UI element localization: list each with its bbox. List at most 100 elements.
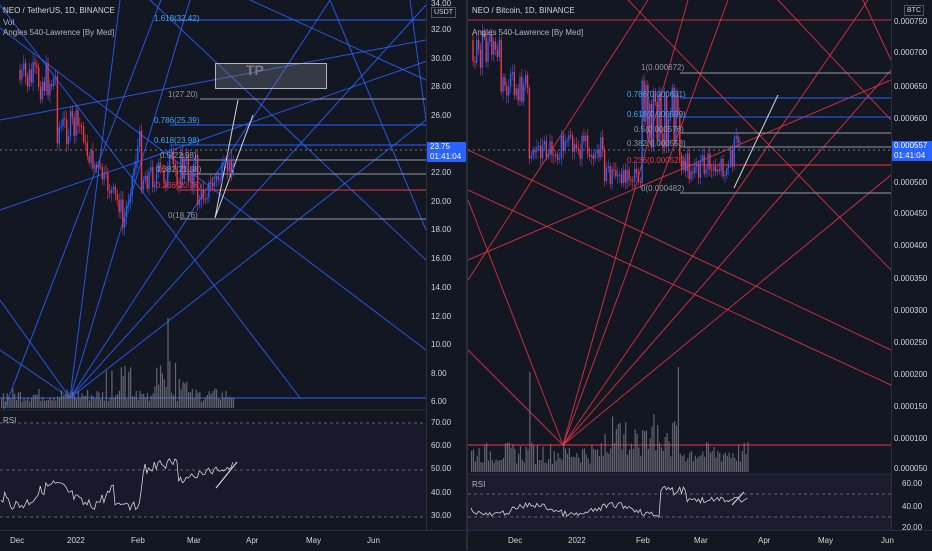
volume-bar xyxy=(555,460,557,472)
volume-bar xyxy=(206,394,208,408)
candle-body xyxy=(45,63,47,91)
volume-bar xyxy=(77,391,79,408)
candle-body xyxy=(714,166,717,173)
volume-bar xyxy=(96,391,98,408)
candle-body xyxy=(86,143,89,157)
right-candles xyxy=(472,24,741,191)
candle-body xyxy=(506,85,508,96)
candle-body xyxy=(590,155,593,158)
right-indicator-label[interactable]: Angles 540-Lawrence [By Med] xyxy=(472,28,584,37)
candle-body xyxy=(221,164,223,180)
left-vol-label[interactable]: Vol xyxy=(3,18,15,27)
volume-bar xyxy=(613,443,616,472)
volume-bar xyxy=(57,396,59,408)
volume-bar xyxy=(700,455,702,472)
volume-bar xyxy=(574,457,576,472)
candle-body xyxy=(592,155,595,159)
right-price-axis[interactable]: BTC 0.000750 0.000700 0.000650 0.000600 … xyxy=(891,0,932,532)
volume-bar xyxy=(604,433,606,472)
volume-bar xyxy=(6,393,8,408)
volume-bar xyxy=(47,399,49,408)
right-axis-tick: 0.000250 xyxy=(894,338,928,347)
volume-bar xyxy=(546,463,548,472)
left-rsi-label[interactable]: RSI xyxy=(3,416,17,425)
candle-body xyxy=(498,39,501,58)
candle-body xyxy=(56,76,59,144)
volume-bar xyxy=(53,397,55,408)
volume-bar xyxy=(736,460,738,472)
candle-body xyxy=(727,164,730,168)
candle-body xyxy=(487,41,489,62)
volume-bar xyxy=(165,386,167,408)
right-chart-title[interactable]: NEO / Bitcoin, 1D, BINANCE xyxy=(472,6,575,15)
left-candles xyxy=(19,53,234,236)
candle-body xyxy=(144,175,146,181)
volume-bar xyxy=(704,456,706,472)
candle-body xyxy=(684,161,687,172)
left-axis-tick: 30.00 xyxy=(431,54,452,63)
candle-body xyxy=(38,67,40,87)
right-rsi-tick: 40.00 xyxy=(902,502,923,511)
left-chart-canvas[interactable] xyxy=(0,0,466,550)
right-axis-tick: 0.000700 xyxy=(894,48,928,57)
left-axis-tick: 16.00 xyxy=(431,254,452,263)
volume-bar xyxy=(163,379,165,408)
volume-bar xyxy=(619,422,621,472)
candle-body xyxy=(602,137,604,150)
right-rsi-label[interactable]: RSI xyxy=(472,480,486,489)
volume-bar xyxy=(739,461,742,472)
volume-bar xyxy=(8,396,10,408)
volume-bar xyxy=(557,453,559,472)
left-indicator-label[interactable]: Angles 540-Lawrence [By Med] xyxy=(3,28,115,37)
candle-body xyxy=(133,168,135,177)
left-currency-badge: USDT xyxy=(431,7,457,18)
volume-bar xyxy=(176,400,178,408)
candle-body xyxy=(152,166,154,188)
volume-bar xyxy=(595,450,597,472)
candle-body xyxy=(517,88,519,101)
volume-bar xyxy=(484,444,486,472)
volume-bar xyxy=(553,451,555,472)
candle-body xyxy=(652,91,655,149)
volume-bar xyxy=(674,421,676,472)
candle-body xyxy=(613,169,615,171)
volume-bar xyxy=(713,447,715,472)
volume-bar xyxy=(120,367,122,408)
candle-body xyxy=(476,40,478,63)
left-time-tick: May xyxy=(306,536,322,545)
candle-body xyxy=(720,159,722,171)
left-time-axis[interactable]: Dec 2022 Feb Mar Apr May Jun xyxy=(0,530,466,551)
volume-bar xyxy=(643,431,646,472)
left-price-axis[interactable]: 34.00 32.00 30.00 28.00 26.00 22.00 20.0… xyxy=(426,0,468,530)
candle-body xyxy=(142,180,145,190)
candle-body xyxy=(131,176,133,195)
candle-body xyxy=(170,151,173,156)
volume-bar xyxy=(504,443,507,472)
volume-bar xyxy=(593,448,595,472)
candle-body xyxy=(543,140,546,145)
left-angle-line xyxy=(329,0,427,231)
volume-bar xyxy=(180,389,182,408)
left-axis-tick: 14.00 xyxy=(431,283,452,292)
candle-body xyxy=(555,154,557,157)
candle-body xyxy=(665,95,668,147)
volume-bar xyxy=(677,367,679,472)
tp-box: TP xyxy=(215,62,327,89)
volume-bar xyxy=(668,441,670,472)
volume-bar xyxy=(728,452,730,472)
volume-bar xyxy=(649,438,651,472)
candle-body xyxy=(496,49,499,58)
left-chart-title[interactable]: NEO / TetherUS, 1D, BINANCE xyxy=(3,6,115,15)
right-currency-badge: BTC xyxy=(904,5,924,16)
pane-divider[interactable] xyxy=(466,0,468,550)
volume-bar xyxy=(25,400,27,408)
volume-bar xyxy=(587,458,589,472)
volume-bar xyxy=(647,448,649,472)
right-time-axis[interactable]: Dec 2022 Feb Mar Apr May Jun xyxy=(468,530,932,551)
candle-body xyxy=(562,135,564,151)
right-chart-canvas[interactable] xyxy=(468,0,932,550)
volume-bar xyxy=(42,397,44,408)
candle-body xyxy=(712,166,715,170)
left-angle-line xyxy=(0,4,301,399)
left-angle-line xyxy=(0,0,162,421)
